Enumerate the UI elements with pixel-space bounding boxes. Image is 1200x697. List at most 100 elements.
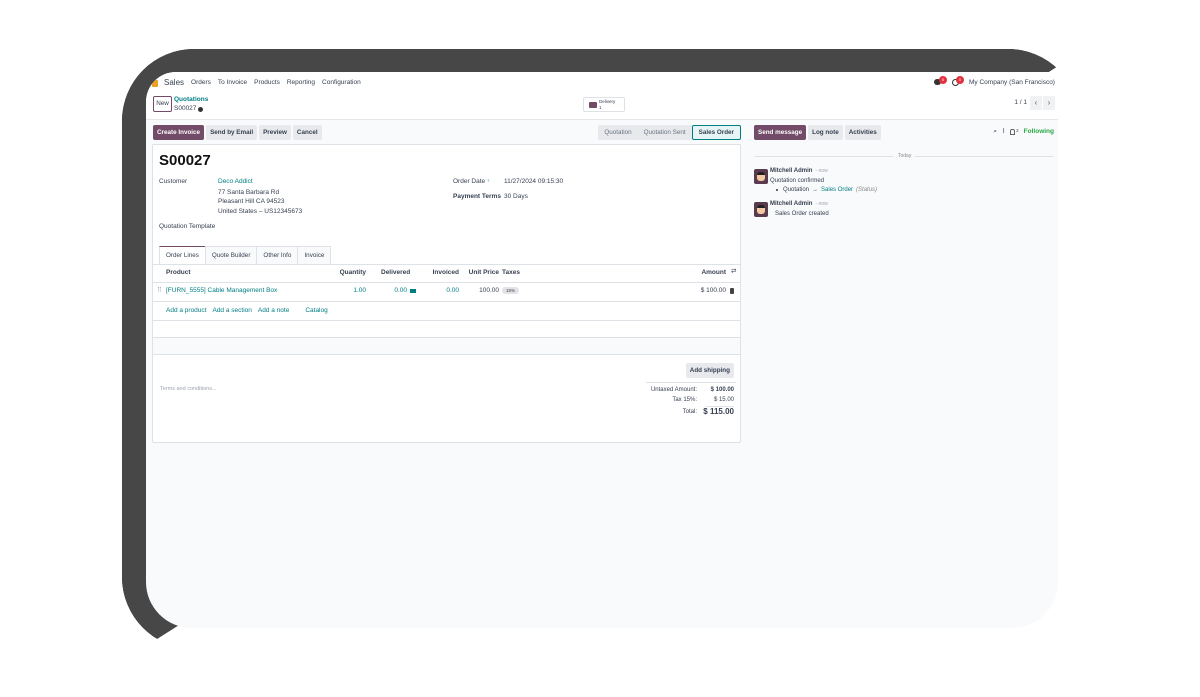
add-section-link[interactable]: Add a section <box>212 307 252 314</box>
status-sales-order[interactable]: Sales Order <box>691 125 741 140</box>
tabs: Order Lines Quote Builder Other Info Inv… <box>159 246 332 265</box>
catalog-link[interactable]: Catalog <box>305 307 328 314</box>
header-invoiced[interactable]: Invoiced <box>432 269 459 276</box>
breadcrumb-current: S00027 <box>174 105 197 112</box>
customer-label: Customer <box>159 178 188 185</box>
cancel-button[interactable]: Cancel <box>292 125 322 140</box>
payment-terms-value[interactable]: 30 Days <box>504 193 528 200</box>
search-icon[interactable]: ⌕ <box>993 128 997 135</box>
company-switcher[interactable]: My Company (San Francisco) <box>969 79 1055 86</box>
order-date-label-row: Order Date ? <box>453 178 489 186</box>
tab-quote-builder[interactable]: Quote Builder <box>204 246 258 265</box>
drag-handle-icon[interactable]: ⠿ <box>157 287 162 294</box>
date-separator-line-left <box>754 156 894 157</box>
app-name[interactable]: Sales <box>164 78 185 87</box>
message-body-row: Sales Order created <box>775 210 829 218</box>
followers-icon[interactable] <box>1010 129 1016 135</box>
menu-orders[interactable]: Orders <box>191 79 211 86</box>
followers-count[interactable]: 2 <box>1016 128 1019 133</box>
menu-reporting[interactable]: Reporting <box>286 79 316 86</box>
row-amount: $ 100.00 <box>700 287 726 294</box>
messages-badge: 0 <box>939 76 947 84</box>
message-body-row: Quotation confirmed <box>770 177 824 185</box>
main-menu: Sales Orders To Invoice Products Reporti… <box>164 78 361 88</box>
pager-next-button[interactable]: › <box>1043 96 1055 110</box>
log-note-button[interactable]: Log note <box>808 125 843 140</box>
arrow-right-icon: → <box>812 187 819 193</box>
customer-link[interactable]: Deco Addict <box>218 178 253 185</box>
menu-configuration[interactable]: Configuration <box>322 79 361 86</box>
create-invoice-button[interactable]: Create Invoice <box>153 125 205 140</box>
preview-button[interactable]: Preview <box>259 125 291 140</box>
statusbar: Quotation Quotation Sent Sales Order <box>598 125 741 140</box>
tab-other-info[interactable]: Other Info <box>256 246 299 265</box>
date-separator-line-right <box>914 156 1054 157</box>
total-label: Total: <box>682 409 697 415</box>
column-settings-icon[interactable]: ⇄ <box>731 268 737 275</box>
table-end-divider <box>153 320 740 321</box>
avatar[interactable] <box>754 169 768 184</box>
status-quotation[interactable]: Quotation <box>598 125 638 140</box>
gear-icon[interactable] <box>198 106 204 112</box>
terms-conditions-input[interactable]: Terms and conditions... <box>160 386 217 392</box>
order-date-value[interactable]: 11/27/2024 09:15:30 <box>504 178 564 185</box>
order-date-label: Order Date <box>453 178 486 185</box>
tax-label: Tax 15%: <box>672 397 697 403</box>
order-title: S00027 <box>159 152 211 169</box>
row-unit-price[interactable]: 100.00 <box>479 287 499 294</box>
messages-icon[interactable] <box>934 79 941 85</box>
form-sheet <box>152 144 741 443</box>
delivery-count: 1 <box>599 105 602 110</box>
following-button[interactable]: Following <box>1023 128 1054 135</box>
row-quantity[interactable]: 1.00 <box>353 287 366 294</box>
navbar <box>146 72 1058 94</box>
paperclip-icon[interactable]: ⌇ <box>1001 128 1006 135</box>
address-line-2: Pleasant Hill CA 94523 <box>218 198 285 205</box>
chatter-topbar: ⌕ ⌇ 2 Following <box>993 128 1054 136</box>
delivery-smart-button[interactable]: Delivery 1 <box>583 97 625 112</box>
truck-icon <box>589 102 597 108</box>
header-unit-price[interactable]: Unit Price <box>468 269 499 276</box>
send-message-button[interactable]: Send message <box>754 125 807 140</box>
tax-badge[interactable]: 15% <box>502 287 520 294</box>
add-links: Add a product Add a section Add a note C… <box>166 307 328 315</box>
order-date-help-icon[interactable]: ? <box>487 178 490 183</box>
header-divider <box>153 282 740 283</box>
row-invoiced: 0.00 <box>446 287 459 294</box>
add-product-link[interactable]: Add a product <box>166 307 207 314</box>
activities-button[interactable]: Activities <box>844 125 881 140</box>
send-by-email-button[interactable]: Send by Email <box>206 125 258 140</box>
payment-terms-label: Payment Terms <box>453 193 501 200</box>
date-separator: Today <box>898 153 912 159</box>
tab-invoice[interactable]: Invoice <box>297 246 332 265</box>
header-product[interactable]: Product <box>166 269 191 276</box>
message-author[interactable]: Mitchell Admin <box>770 201 813 207</box>
message-author[interactable]: Mitchell Admin <box>770 168 813 174</box>
change-from: Quotation <box>783 187 810 193</box>
new-button[interactable]: New <box>153 96 172 112</box>
trash-icon[interactable] <box>730 288 734 294</box>
quotation-template-label: Quotation Template <box>159 223 216 230</box>
message-body: Sales Order created <box>775 211 829 217</box>
menu-to-invoice[interactable]: To Invoice <box>217 79 248 86</box>
pager-value[interactable]: 1 / 1 <box>1014 99 1027 106</box>
change-to: Sales Order <box>821 187 854 193</box>
header-amount[interactable]: Amount <box>701 269 726 276</box>
add-shipping-button[interactable]: Add shipping <box>685 363 734 378</box>
add-note-link[interactable]: Add a note <box>257 307 290 314</box>
avatar[interactable] <box>754 202 768 217</box>
header-delivered[interactable]: Delivered <box>381 269 411 276</box>
menu-products[interactable]: Products <box>254 79 280 86</box>
forecast-chart-icon[interactable] <box>410 289 416 293</box>
pager-prev-button[interactable]: ‹ <box>1030 96 1042 110</box>
row-product[interactable]: [FURN_5555] Cable Management Box <box>166 287 278 294</box>
breadcrumb-quotations[interactable]: Quotations <box>174 96 209 103</box>
row-delivered[interactable]: 0.00 <box>394 287 407 294</box>
tab-order-lines[interactable]: Order Lines <box>159 246 206 265</box>
header-taxes[interactable]: Taxes <box>502 269 520 276</box>
message-time: - now <box>815 201 828 207</box>
status-quotation-sent[interactable]: Quotation Sent <box>637 125 692 140</box>
app-logo-icon[interactable] <box>152 80 158 87</box>
header-quantity[interactable]: Quantity <box>339 269 366 276</box>
totals-divider <box>646 382 736 383</box>
